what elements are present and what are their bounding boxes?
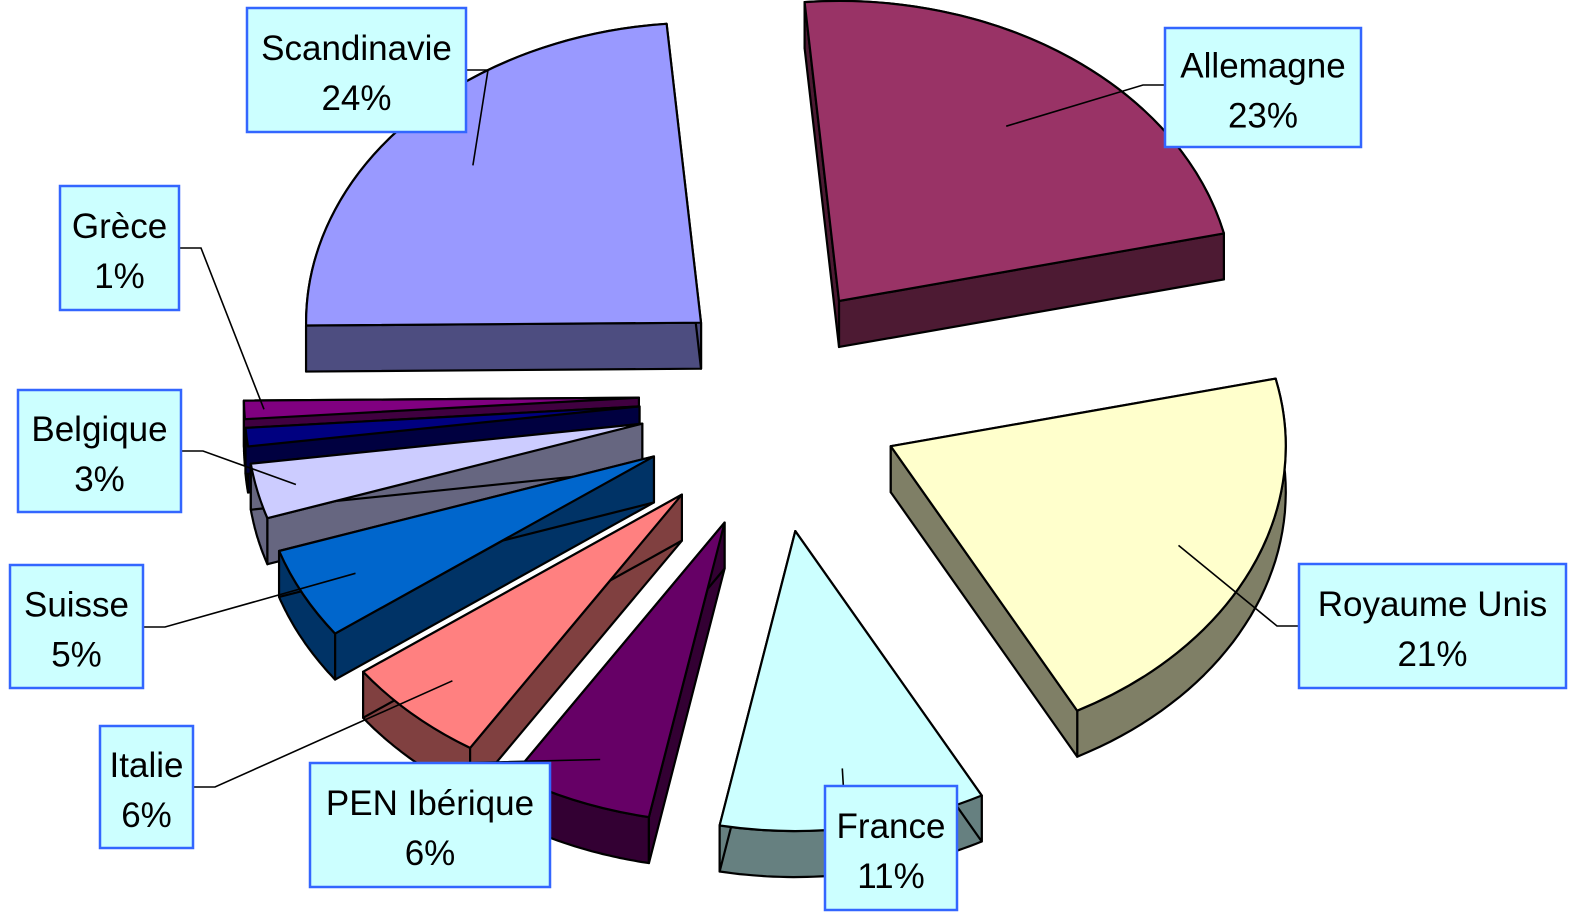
label-value-royaume-unis: 21%: [1397, 635, 1467, 674]
label-box-france: [823, 784, 959, 912]
label-box-italie: [98, 724, 195, 850]
label-name-france: France: [837, 807, 946, 846]
leader-royaume-unis: [1177, 544, 1299, 627]
label-scandinavie: Scandinavie 24%: [245, 6, 468, 134]
slice-allemagne: [803, 0, 1225, 303]
label-value-italie: 6%: [121, 796, 172, 835]
label-value-france: 11%: [857, 857, 924, 896]
label-value-pen-iberique: 6%: [405, 834, 456, 873]
label-box-pen-iberique: [308, 761, 552, 889]
label-name-suisse: Suisse: [24, 586, 129, 625]
label-name-pen-iberique: PEN Ibérique: [326, 784, 534, 823]
label-name-allemagne: Allemagne: [1180, 47, 1345, 86]
label-value-scandinavie: 24%: [321, 79, 391, 118]
leader-belgique: [181, 450, 297, 486]
label-box-scandinavie: [245, 6, 468, 134]
label-box-suisse: [8, 563, 145, 690]
leader-suisse: [143, 572, 356, 628]
slice-labels: Allemagne 23% Royaume Unis 21% France 11% PEN …: [8, 6, 1568, 912]
label-suisse: Suisse 5%: [8, 563, 145, 690]
slice-slice-7: [244, 405, 641, 448]
label-value-belgique: 3%: [74, 460, 125, 499]
label-box-belgique: [16, 388, 183, 514]
leader-italie: [193, 680, 453, 788]
label-value-allemagne: 23%: [1228, 97, 1298, 136]
slice-tops: [242, 0, 1287, 833]
label-name-scandinavie: Scandinavie: [261, 29, 452, 68]
slice-suisse: [278, 455, 655, 635]
label-name-belgique: Belgique: [31, 410, 167, 449]
label-italie: Italie 6%: [98, 724, 195, 850]
label-name-italie: Italie: [110, 746, 184, 785]
label-royaume-unis: Royaume Unis 21%: [1297, 562, 1568, 690]
label-name-royaume-unis: Royaume Unis: [1318, 585, 1548, 624]
label-box-royaume-unis: [1297, 562, 1568, 690]
label-france: France 11%: [823, 784, 959, 912]
label-pen-iberique: PEN Ibérique 6%: [308, 761, 552, 889]
slice-royaume-unis: [889, 377, 1287, 712]
label-box-allemagne: [1163, 26, 1363, 149]
slice-edge-scandinavie-0: [304, 321, 703, 373]
label-value-suisse: 5%: [51, 636, 102, 675]
slice-grece: [242, 396, 640, 421]
label-value-grece: 1%: [94, 257, 145, 296]
leader-allemagne: [1005, 84, 1165, 127]
label-name-grece: Grèce: [72, 207, 167, 246]
label-allemagne: Allemagne 23%: [1163, 26, 1363, 149]
label-grece: Grèce 1%: [58, 184, 181, 312]
leader-grece: [179, 247, 265, 410]
slice-belgique: [249, 422, 644, 520]
label-box-grece: [58, 184, 181, 312]
leader-scandinavie: [466, 69, 489, 166]
label-belgique: Belgique 3%: [16, 388, 183, 514]
